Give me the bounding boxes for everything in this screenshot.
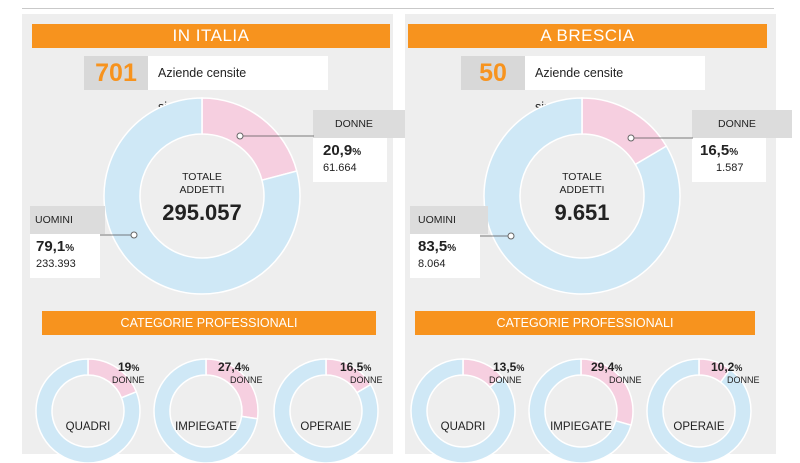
- uomini-percent-value: 79,1: [36, 238, 66, 255]
- percent-sign: %: [734, 363, 743, 373]
- uomini-legend-label: UOMINI: [30, 206, 105, 234]
- uomini-legend: UOMINI 79,1% 233.393: [30, 206, 105, 278]
- donne-leader-dot: [236, 132, 244, 140]
- total-value: 295.057: [162, 200, 242, 225]
- uomini-percent: 79,1%: [36, 238, 74, 255]
- percent-sign: %: [363, 363, 372, 373]
- uomini-count: 8.064: [418, 258, 446, 270]
- panel-brescia: A BRESCIA 50 Aziende censite sindacalizz…: [405, 14, 792, 463]
- donne-legend-label: DONNE: [692, 110, 792, 138]
- category-donne-quadri: DONNE: [112, 375, 145, 385]
- category-donut-operaie: [273, 358, 379, 463]
- category-donut-operaie: [646, 358, 752, 463]
- donut-center: TOTALE ADDETTI 295.057: [142, 171, 262, 226]
- categories-banner: CATEGORIE PROFESSIONALI: [415, 311, 755, 335]
- top-divider: [22, 8, 774, 9]
- category-pct-value: 19: [118, 360, 132, 374]
- gender-donut-chart: [103, 97, 301, 295]
- donne-count: 1.587: [716, 162, 744, 174]
- companies-count-box: 50 Aziende censite sindacalizzate: [461, 56, 705, 114]
- percent-sign: %: [447, 243, 457, 254]
- total-value: 9.651: [554, 200, 610, 225]
- uomini-leader-dot: [507, 232, 515, 240]
- uomini-percent-value: 83,5: [418, 238, 448, 255]
- percent-sign: %: [131, 363, 140, 373]
- category-donne-operaie: DONNE: [727, 375, 760, 385]
- category-donne-quadri: DONNE: [489, 375, 522, 385]
- gender-donut-chart: [483, 97, 681, 295]
- donne-percent: 20,9%: [323, 142, 361, 159]
- category-pct-impiegate: 29,4%: [591, 360, 622, 374]
- category-donne-operaie: DONNE: [350, 375, 383, 385]
- percent-sign: %: [729, 147, 739, 158]
- panel-title: A BRESCIA: [408, 24, 767, 48]
- percent-sign: %: [352, 147, 362, 158]
- percent-sign: %: [65, 243, 75, 254]
- category-name-quadri: QUADRI: [440, 421, 486, 433]
- gender-donut-slice-uomini: [103, 97, 301, 295]
- donne-legend: DONNE 16,5% 1.587: [692, 110, 792, 182]
- uomini-legend-label: UOMINI: [410, 206, 488, 234]
- donne-legend: DONNE 20,9% 61.664: [313, 110, 409, 182]
- category-pct-value: 10,2: [711, 360, 735, 374]
- categories-banner: CATEGORIE PROFESSIONALI: [42, 311, 376, 335]
- percent-sign: %: [241, 363, 250, 373]
- category-pct-value: 27,4: [218, 360, 242, 374]
- category-name-impiegate: IMPIEGATE: [550, 421, 612, 433]
- category-name-impiegate: IMPIEGATE: [175, 421, 237, 433]
- donne-leader-dot: [627, 134, 635, 142]
- category-name-quadri: QUADRI: [65, 421, 111, 433]
- donut-center: TOTALE ADDETTI 9.651: [522, 171, 642, 226]
- panel-title: IN ITALIA: [32, 24, 390, 48]
- uomini-legend: UOMINI 83,5% 8.064: [410, 206, 488, 278]
- category-donne-impiegate: DONNE: [609, 375, 642, 385]
- donne-percent: 16,5%: [700, 142, 738, 159]
- panel-italia: IN ITALIA 701 Aziende censite sindacaliz…: [22, 14, 409, 463]
- donne-percent-value: 16,5: [700, 142, 730, 159]
- category-donne-impiegate: DONNE: [230, 375, 263, 385]
- gender-donut-slice-uomini: [483, 97, 681, 295]
- total-label-line2: ADDETTI: [559, 184, 605, 196]
- percent-sign: %: [614, 363, 623, 373]
- uomini-percent: 83,5%: [418, 238, 456, 255]
- category-pct-operaie: 16,5%: [340, 360, 371, 374]
- percent-sign: %: [516, 363, 525, 373]
- category-pct-quadri: 13,5%: [493, 360, 524, 374]
- category-pct-value: 29,4: [591, 360, 615, 374]
- donne-count: 61.664: [323, 162, 357, 174]
- total-label-line1: TOTALE: [182, 171, 222, 183]
- category-pct-operaie: 10,2%: [711, 360, 742, 374]
- category-name-operaie: OPERAIE: [300, 421, 352, 433]
- category-donut-impiegate: [153, 358, 259, 463]
- category-pct-value: 13,5: [493, 360, 517, 374]
- uomini-leader-dot: [130, 231, 138, 239]
- total-label-line1: TOTALE: [562, 171, 602, 183]
- category-pct-value: 16,5: [340, 360, 364, 374]
- leader-lines: [480, 134, 693, 240]
- donne-percent-value: 20,9: [323, 142, 353, 159]
- companies-count: 701: [84, 56, 148, 90]
- category-donut-slice-uomini: [646, 358, 752, 463]
- companies-count: 50: [461, 56, 525, 90]
- category-donut-quadri: [35, 358, 141, 463]
- leader-lines: [100, 132, 314, 239]
- category-pct-impiegate: 27,4%: [218, 360, 249, 374]
- total-label-line2: ADDETTI: [179, 184, 225, 196]
- category-pct-quadri: 19%: [118, 360, 139, 374]
- uomini-count: 233.393: [36, 258, 76, 270]
- category-name-operaie: OPERAIE: [673, 421, 725, 433]
- donne-legend-label: DONNE: [313, 110, 409, 138]
